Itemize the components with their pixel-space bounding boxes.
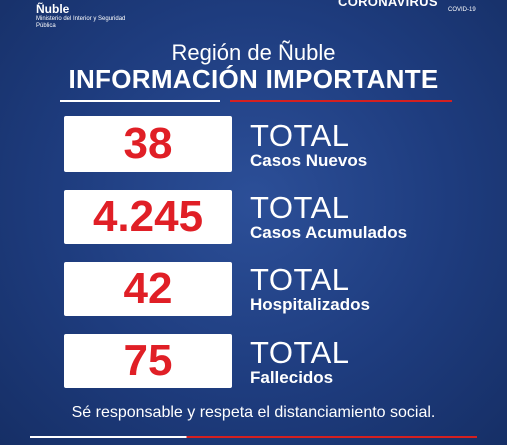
page-title: INFORMACIÓN IMPORTANTE [68,64,439,94]
stat-description: Fallecidos [250,368,334,387]
stat-value: 4.245 [92,192,204,241]
campaign-subtitle: COVID-19 [448,7,476,13]
region-title: Región de Ñuble [171,40,336,65]
logo-subtitle: Ministerio del Interior y Seguridad Públ… [36,16,126,29]
footer-stripe [30,436,477,438]
stat-value-box: 42 [64,262,232,316]
stat-value: 42 [123,264,173,313]
stat-description: Casos Acumulados [250,223,408,242]
stat-total-label: TOTAL [250,190,350,225]
campaign-title: CORONAVIRUS [338,0,438,9]
logo-name: Ñuble [36,2,70,16]
title-underline-white [60,100,220,102]
stat-value-box: 4.245 [64,190,232,244]
stat-total-label: TOTAL [250,262,350,297]
stat-value-box: 38 [64,116,232,172]
stat-value-box: 75 [64,334,232,388]
footer-message: Sé responsable y respeta el distanciamie… [71,404,436,421]
title-underline-red [230,100,452,102]
stat-value: 38 [123,119,173,168]
stat-description: Hospitalizados [250,295,370,314]
stat-total-label: TOTAL [250,335,350,370]
stat-value: 75 [123,336,173,385]
stat-total-label: TOTAL [250,118,350,153]
stat-description: Casos Nuevos [250,151,368,170]
